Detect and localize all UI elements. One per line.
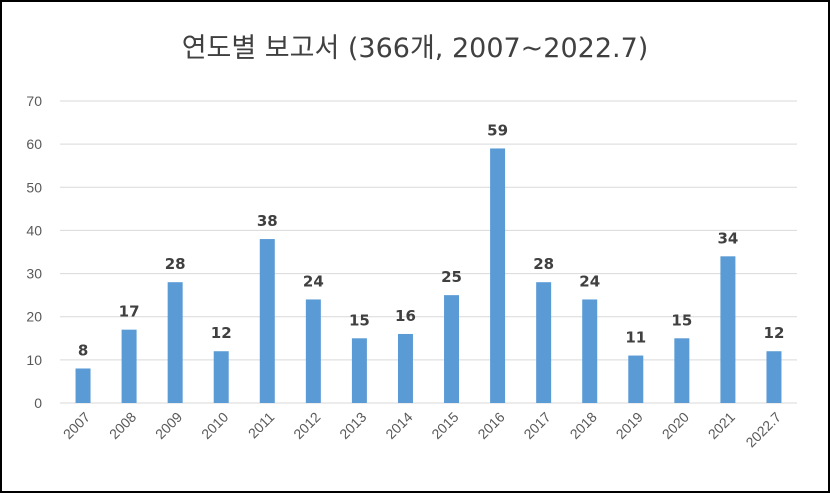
bar: [75, 368, 91, 403]
bar: [351, 338, 367, 403]
data-label: 8: [78, 341, 88, 359]
bar: [720, 256, 736, 403]
bar: [213, 351, 229, 403]
bar: [259, 239, 275, 403]
y-tick-label: 40: [26, 222, 42, 238]
chart-title: 연도별 보고서 (366개, 2007~2022.7): [181, 33, 649, 64]
x-tick-label: 2011: [245, 409, 278, 442]
bar: [582, 299, 598, 403]
data-labels: 8 17 28 12 38 24 15 16 25 59 28 24 11 15 34 12: [78, 121, 785, 359]
data-label: 15: [671, 311, 692, 329]
bars: [75, 148, 782, 403]
x-tick-label: 2015: [428, 409, 461, 442]
y-tick-label: 30: [26, 266, 42, 282]
y-tick-label: 0: [34, 395, 42, 411]
x-tick-label: 2019: [613, 409, 646, 442]
x-tick-label: 2013: [336, 409, 369, 442]
bar: [766, 351, 782, 403]
x-tick-label: 2021: [705, 409, 738, 442]
bar: [628, 355, 644, 403]
data-label: 16: [395, 307, 416, 325]
x-tick-label: 2022.7: [742, 409, 784, 451]
x-tick-label: 2007: [60, 409, 93, 442]
gridlines: [60, 100, 797, 404]
y-tick-label: 20: [26, 309, 42, 325]
x-tick-label: 2018: [566, 409, 599, 442]
y-tick-label: 70: [26, 93, 42, 109]
data-label: 25: [441, 268, 462, 286]
data-label: 12: [211, 324, 232, 342]
x-tick-label: 2012: [290, 409, 323, 442]
y-tick-label: 10: [26, 352, 42, 368]
bar: [536, 282, 552, 403]
data-label: 24: [303, 272, 324, 290]
bar: [397, 333, 413, 403]
x-tick-label: 2010: [198, 409, 231, 442]
y-tick-label: 50: [26, 179, 42, 195]
x-tick-label: 2014: [382, 409, 415, 442]
data-label: 28: [533, 255, 554, 273]
x-tick-label: 2017: [520, 409, 553, 442]
bar: [674, 338, 690, 403]
data-label: 15: [349, 311, 370, 329]
x-tick-label: 2016: [474, 409, 507, 442]
x-tick-label: 2008: [106, 409, 139, 442]
data-label: 11: [625, 329, 646, 347]
data-label: 24: [579, 272, 600, 290]
x-tick-label: 2020: [659, 409, 692, 442]
bar: [305, 299, 321, 403]
bar: [167, 282, 183, 403]
data-label: 34: [717, 229, 738, 247]
y-tick-label: 60: [26, 136, 42, 152]
data-label: 38: [257, 212, 278, 230]
data-label: 28: [165, 255, 186, 273]
bar: [444, 295, 460, 403]
bar: [121, 329, 137, 403]
x-tick-label: 2009: [152, 409, 185, 442]
data-label: 12: [764, 324, 785, 342]
x-axis-ticks: 2007 2008 2009 2010 2011 2012 2013 2014 2015 2016…: [60, 409, 784, 451]
data-label: 59: [487, 121, 508, 139]
bar: [490, 148, 506, 403]
data-label: 17: [119, 303, 140, 321]
y-axis-ticks: 0 10 20 30 40 50 60 70: [26, 93, 42, 411]
